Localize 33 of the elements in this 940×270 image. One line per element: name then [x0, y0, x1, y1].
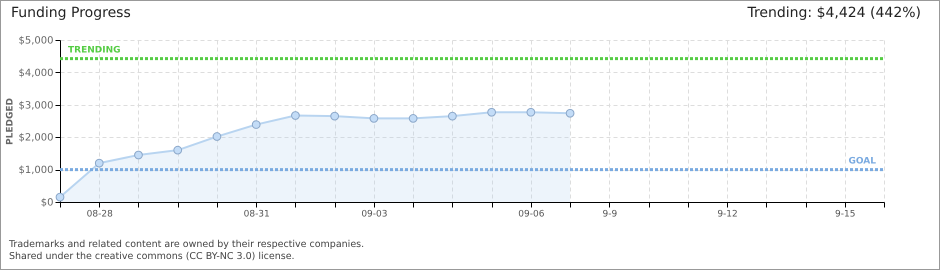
point: [408, 114, 418, 123]
text: Trademarks and related content are owned by their respective companies.: [9, 239, 366, 251]
point: [448, 112, 457, 121]
point: [291, 111, 300, 120]
point: [370, 114, 378, 123]
x-tick-label: 9-12: [717, 210, 738, 220]
point: [487, 108, 496, 117]
x-tick-label: 08-28: [86, 210, 114, 220]
x-tick-label: 9-9: [602, 210, 618, 220]
x-tick-label: 09-03: [361, 210, 388, 220]
x-tick-label: 08-31: [244, 210, 270, 220]
ref-line-label: GOAL: [848, 156, 876, 167]
x-tick-label: 9-15: [835, 210, 856, 220]
point: [173, 146, 182, 155]
y-axis-title: PLEDGED: [6, 98, 16, 145]
point: [566, 108, 574, 118]
x-tick-label: 09-06: [518, 210, 545, 220]
point: [252, 120, 261, 129]
point: [134, 150, 143, 160]
text: Shared under the creative commons (CC BY-NC 3.0) license.: [9, 251, 296, 263]
y-tick-label: $4,000: [18, 68, 54, 79]
point: [94, 158, 104, 168]
y-tick-label: $2,000: [18, 132, 54, 144]
chart-title: Funding Progress: [11, 5, 131, 23]
ref-line-label: TRENDING: [68, 46, 120, 56]
point: [212, 132, 222, 141]
y-tick-label: $5,000: [18, 36, 54, 46]
y-tick-label: $1,000: [18, 165, 54, 176]
y-tick-label: $0: [40, 198, 54, 208]
point: [526, 108, 536, 117]
text: Trending: $4,424 (442%): [747, 5, 921, 23]
y-tick-label: $3,000: [18, 100, 54, 112]
point: [330, 112, 340, 121]
